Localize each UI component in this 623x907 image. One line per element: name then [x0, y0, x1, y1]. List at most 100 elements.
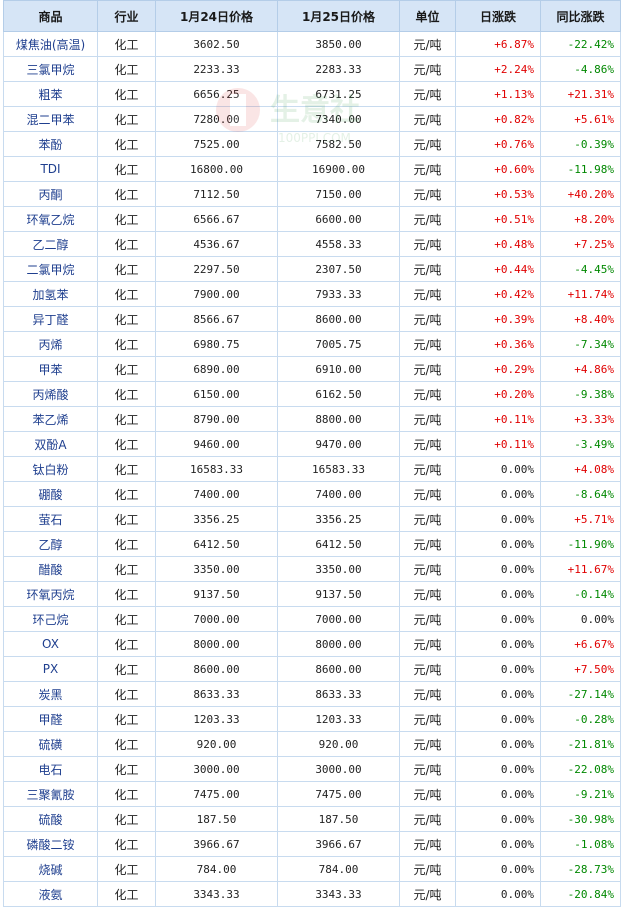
header-daily-change[interactable]: 日涨跌	[455, 0, 541, 32]
industry-cell: 化工	[97, 481, 156, 507]
commodity-cell[interactable]: 钛白粉	[3, 456, 98, 482]
commodity-cell[interactable]: 双酚A	[3, 431, 98, 457]
yoy-change-cell: +8.40%	[540, 306, 621, 332]
commodity-cell[interactable]: TDI	[3, 156, 98, 182]
daily-change-cell: +0.53%	[455, 181, 541, 207]
yoy-change-cell: -21.81%	[540, 731, 621, 757]
daily-change-cell: 0.00%	[455, 756, 541, 782]
commodity-cell[interactable]: 醋酸	[3, 556, 98, 582]
commodity-cell[interactable]: 磷酸二铵	[3, 831, 98, 857]
commodity-cell[interactable]: 苯乙烯	[3, 406, 98, 432]
price-day2-cell: 4558.33	[277, 231, 400, 257]
commodity-cell[interactable]: 甲醛	[3, 706, 98, 732]
header-unit[interactable]: 单位	[399, 0, 456, 32]
daily-change-cell: 0.00%	[455, 481, 541, 507]
commodity-cell[interactable]: 乙二醇	[3, 231, 98, 257]
unit-cell: 元/吨	[399, 356, 456, 382]
unit-cell: 元/吨	[399, 556, 456, 582]
yoy-change-cell: -3.49%	[540, 431, 621, 457]
commodity-cell[interactable]: 三聚氰胺	[3, 781, 98, 807]
commodity-cell[interactable]: 环己烷	[3, 606, 98, 632]
unit-cell: 元/吨	[399, 81, 456, 107]
yoy-change-cell: +11.74%	[540, 281, 621, 307]
price-day2-cell: 8800.00	[277, 406, 400, 432]
commodity-cell[interactable]: 二氯甲烷	[3, 256, 98, 282]
price-day2-cell: 9137.50	[277, 581, 400, 607]
industry-cell: 化工	[97, 31, 156, 57]
header-yoy-change[interactable]: 同比涨跌	[540, 0, 621, 32]
yoy-change-cell: +8.20%	[540, 206, 621, 232]
unit-cell: 元/吨	[399, 106, 456, 132]
commodity-cell[interactable]: 硫酸	[3, 806, 98, 832]
commodity-cell[interactable]: 混二甲苯	[3, 106, 98, 132]
commodity-cell[interactable]: OX	[3, 631, 98, 657]
price-day2-cell: 784.00	[277, 856, 400, 882]
price-day1-cell: 2297.50	[155, 256, 278, 282]
commodity-cell[interactable]: 炭黑	[3, 681, 98, 707]
commodity-cell[interactable]: 液氨	[3, 881, 98, 907]
unit-cell: 元/吨	[399, 681, 456, 707]
price-day2-cell: 6162.50	[277, 381, 400, 407]
price-day1-cell: 16583.33	[155, 456, 278, 482]
table-row: 苯乙烯 化工 8790.00 8800.00 元/吨 +0.11% +3.33%	[3, 406, 621, 432]
commodity-cell[interactable]: 环氧乙烷	[3, 206, 98, 232]
commodity-cell[interactable]: 烧碱	[3, 856, 98, 882]
commodity-cell[interactable]: PX	[3, 656, 98, 682]
industry-cell: 化工	[97, 506, 156, 532]
table-row: 丙烯酸 化工 6150.00 6162.50 元/吨 +0.20% -9.38%	[3, 381, 621, 407]
table-row: OX 化工 8000.00 8000.00 元/吨 0.00% +6.67%	[3, 631, 621, 657]
unit-cell: 元/吨	[399, 881, 456, 907]
yoy-change-cell: +5.61%	[540, 106, 621, 132]
price-day2-cell: 1203.33	[277, 706, 400, 732]
commodity-cell[interactable]: 异丁醛	[3, 306, 98, 332]
header-industry[interactable]: 行业	[97, 0, 156, 32]
commodity-cell[interactable]: 硫磺	[3, 731, 98, 757]
commodity-cell[interactable]: 丙酮	[3, 181, 98, 207]
commodity-cell[interactable]: 丙烯	[3, 331, 98, 357]
table-row: 乙醇 化工 6412.50 6412.50 元/吨 0.00% -11.90%	[3, 531, 621, 557]
header-price-day2[interactable]: 1月25日价格	[277, 0, 400, 32]
commodity-cell[interactable]: 煤焦油(高温)	[3, 31, 98, 57]
table-row: 硫磺 化工 920.00 920.00 元/吨 0.00% -21.81%	[3, 731, 621, 757]
daily-change-cell: +0.60%	[455, 156, 541, 182]
industry-cell: 化工	[97, 831, 156, 857]
yoy-change-cell: 0.00%	[540, 606, 621, 632]
daily-change-cell: +0.39%	[455, 306, 541, 332]
unit-cell: 元/吨	[399, 706, 456, 732]
table-row: 混二甲苯 化工 7280.00 7340.00 元/吨 +0.82% +5.61%	[3, 106, 621, 132]
unit-cell: 元/吨	[399, 256, 456, 282]
yoy-change-cell: +4.08%	[540, 456, 621, 482]
unit-cell: 元/吨	[399, 506, 456, 532]
commodity-cell[interactable]: 苯酚	[3, 131, 98, 157]
unit-cell: 元/吨	[399, 456, 456, 482]
industry-cell: 化工	[97, 556, 156, 582]
price-day2-cell: 8600.00	[277, 656, 400, 682]
daily-change-cell: 0.00%	[455, 581, 541, 607]
yoy-change-cell: +6.67%	[540, 631, 621, 657]
commodity-cell[interactable]: 环氧丙烷	[3, 581, 98, 607]
header-price-day1[interactable]: 1月24日价格	[155, 0, 278, 32]
price-day1-cell: 6412.50	[155, 531, 278, 557]
industry-cell: 化工	[97, 131, 156, 157]
commodity-cell[interactable]: 加氢苯	[3, 281, 98, 307]
commodity-cell[interactable]: 硼酸	[3, 481, 98, 507]
commodity-cell[interactable]: 乙醇	[3, 531, 98, 557]
industry-cell: 化工	[97, 381, 156, 407]
table-row: 三氯甲烷 化工 2233.33 2283.33 元/吨 +2.24% -4.86%	[3, 56, 621, 82]
commodity-cell[interactable]: 萤石	[3, 506, 98, 532]
price-day2-cell: 3343.33	[277, 881, 400, 907]
price-day1-cell: 6566.67	[155, 206, 278, 232]
commodity-cell[interactable]: 电石	[3, 756, 98, 782]
table-row: 萤石 化工 3356.25 3356.25 元/吨 0.00% +5.71%	[3, 506, 621, 532]
daily-change-cell: 0.00%	[455, 556, 541, 582]
price-day2-cell: 6412.50	[277, 531, 400, 557]
header-commodity[interactable]: 商品	[3, 0, 98, 32]
unit-cell: 元/吨	[399, 656, 456, 682]
table-header-row: 商品 行业 1月24日价格 1月25日价格 单位 日涨跌 同比涨跌	[3, 0, 621, 32]
commodity-cell[interactable]: 粗苯	[3, 81, 98, 107]
commodity-cell[interactable]: 甲苯	[3, 356, 98, 382]
commodity-cell[interactable]: 丙烯酸	[3, 381, 98, 407]
commodity-cell[interactable]: 三氯甲烷	[3, 56, 98, 82]
yoy-change-cell: -4.45%	[540, 256, 621, 282]
unit-cell: 元/吨	[399, 856, 456, 882]
